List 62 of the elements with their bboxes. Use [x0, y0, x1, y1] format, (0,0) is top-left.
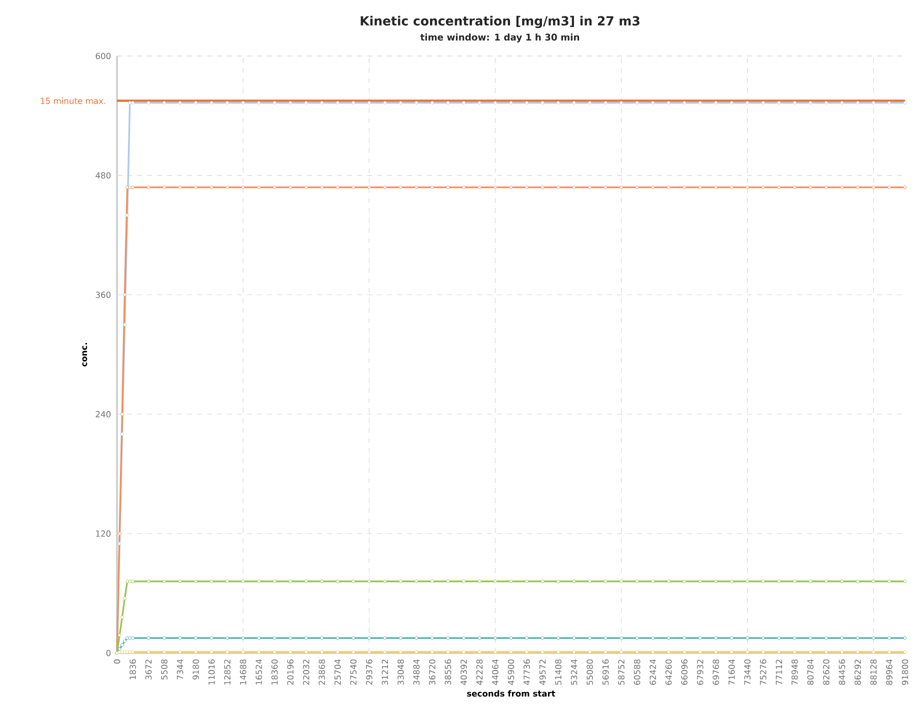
x-tick-label: 9180 — [192, 659, 199, 680]
x-tick-label: 69768 — [712, 659, 720, 685]
x-tick-label: 49572 — [539, 660, 546, 685]
x-tick-label: 22032 — [302, 660, 310, 685]
x-tick-label: 16524 — [256, 659, 262, 684]
y-tick-label: 600 — [96, 52, 111, 60]
y-tick-label: 120 — [96, 530, 111, 537]
x-tick-label: 23868 — [318, 659, 326, 685]
x-tick-label: 0 — [114, 659, 120, 664]
chart-title: Kinetic concentration [mg/m3] in 27 m3 — [360, 16, 640, 28]
x-tick-label: 36720 — [429, 659, 436, 685]
x-tick-label: 18360 — [271, 659, 278, 684]
x-tick-label: 33048 — [398, 659, 404, 685]
x-tick-label: 56916 — [602, 659, 609, 685]
x-tick-label: 62424 — [650, 659, 656, 685]
x-tick-label: 20196 — [287, 659, 294, 685]
x-tick-label: 88128 — [870, 659, 877, 685]
x-tick-label: 84456 — [838, 659, 846, 685]
x-tick-label: 12852 — [224, 660, 230, 684]
x-tick-label: 80784 — [807, 659, 814, 685]
y-tick-label: 0 — [106, 650, 111, 656]
x-tick-label: 55080 — [586, 659, 593, 685]
x-tick-label: 67932 — [696, 660, 704, 685]
x-tick-label: 40392 — [460, 660, 467, 685]
x-tick-label: 77112 — [776, 660, 782, 685]
x-tick-label: 34884 — [413, 659, 420, 685]
y-tick-label: 240 — [96, 411, 111, 418]
x-tick-label: 86292 — [854, 660, 861, 685]
x-tick-label: 51408 — [555, 659, 562, 685]
x-tick-label: 25704 — [334, 659, 341, 685]
x-tick-label: 64260 — [665, 659, 672, 685]
x-tick-label: 53244 — [570, 659, 578, 685]
y-tick-label: 480 — [96, 172, 111, 179]
x-tick-label: 29376 — [366, 659, 372, 685]
x-tick-label: 31212 — [382, 660, 388, 685]
x-tick-label: 58752 — [618, 660, 624, 685]
chart-subtitle: time window: 1 day 1 h 30 min — [420, 34, 580, 42]
x-tick-label: 75276 — [760, 659, 766, 685]
x-tick-label: 71604 — [728, 659, 735, 685]
x-tick-label: 44064 — [492, 659, 498, 685]
x-tick-label: 91800 — [902, 659, 908, 685]
ref-line-label: 15 minute max. — [40, 98, 106, 104]
x-tick-label: 3672 — [145, 660, 152, 680]
x-tick-label: 5508 — [161, 659, 168, 680]
x-tick-label: 7344 — [176, 659, 184, 680]
x-tick-label: 82620 — [823, 659, 830, 685]
x-tick-label: 66096 — [681, 659, 688, 685]
x-tick-label: 45900 — [508, 659, 514, 685]
x-tick-label: 89964 — [886, 659, 892, 685]
y-axis-title: conc. — [82, 342, 88, 366]
x-tick-label: 11016 — [208, 659, 215, 684]
x-tick-label: 42228 — [476, 659, 483, 685]
x-tick-label: 14688 — [240, 659, 246, 684]
x-tick-label: 73440 — [744, 659, 751, 685]
x-axis-title: seconds from start — [467, 690, 556, 697]
x-tick-label: 47736 — [524, 659, 530, 685]
y-tick-label: 360 — [96, 292, 111, 298]
x-tick-label: 38556 — [444, 659, 452, 685]
x-tick-label: 60588 — [634, 659, 640, 685]
x-tick-label: 27540 — [350, 659, 357, 685]
x-tick-label: 1836 — [130, 659, 136, 680]
x-tick-label: 78948 — [792, 659, 798, 685]
